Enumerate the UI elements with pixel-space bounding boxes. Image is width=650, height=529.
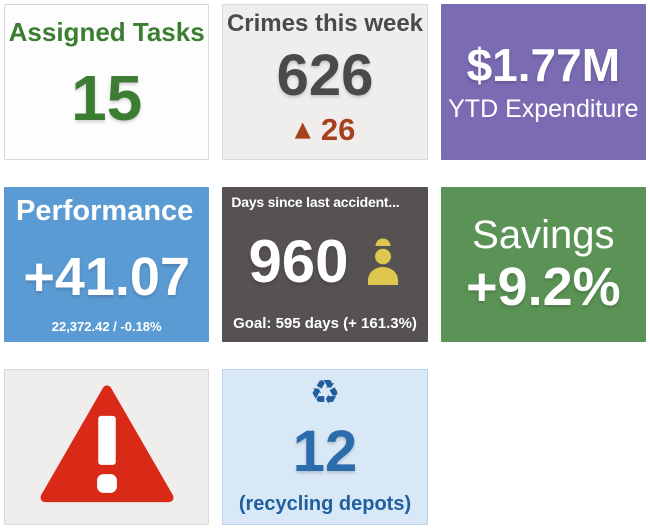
accident-goal: Goal: 595 days (+ 161.3%) xyxy=(233,315,417,333)
crimes-delta: ▲ 26 xyxy=(295,114,356,145)
accident-title: Days since last accident... xyxy=(231,193,400,210)
assigned-tasks-value-area: 15 xyxy=(71,48,142,159)
recycling-value-area: 12 xyxy=(293,410,358,493)
savings-title: Savings xyxy=(472,212,615,257)
card-days-since-last-accident: Days since last accident... 960 Goal: 59… xyxy=(222,186,428,343)
card-assigned-tasks: Assigned Tasks 15 xyxy=(4,4,210,160)
crimes-delta-value: 26 xyxy=(320,111,356,147)
card-savings: Savings +9.2% xyxy=(440,186,646,343)
crimes-title: Crimes this week xyxy=(226,10,424,37)
card-ytd-expenditure: $1.77M YTD Expenditure xyxy=(440,4,646,160)
accident-value: 960 xyxy=(248,228,349,296)
card-performance: Performance +41.07 22,372.42 / -0.18% xyxy=(4,186,210,343)
worker-person-icon xyxy=(364,235,402,290)
empty-cell xyxy=(441,369,646,525)
recycling-value: 12 xyxy=(292,418,358,484)
performance-title: Performance xyxy=(16,194,194,227)
performance-detail: 22,372.42 / -0.18% xyxy=(51,318,162,334)
card-crimes-this-week: Crimes this week 626 ▲ 26 xyxy=(222,4,428,160)
delta-up-triangle-icon: ▲ xyxy=(294,116,311,141)
expenditure-label: YTD Expenditure xyxy=(448,94,639,123)
warning-triangle-icon xyxy=(37,383,177,512)
recycling-label: (recycling depots) xyxy=(238,493,412,515)
crimes-value: 626 xyxy=(276,42,374,108)
assigned-tasks-title: Assigned Tasks xyxy=(8,17,205,47)
accident-value-row: 960 xyxy=(231,232,418,292)
card-recycling-depots: ♻ 12 (recycling depots) xyxy=(222,369,428,525)
performance-value: +41.07 xyxy=(23,246,190,307)
crimes-value-area: 626 xyxy=(277,38,374,114)
savings-value: +9.2% xyxy=(466,256,621,317)
assigned-tasks-value: 15 xyxy=(71,62,143,135)
recycle-icon: ♻ xyxy=(309,373,341,414)
card-alert xyxy=(4,369,210,525)
expenditure-value: $1.77M xyxy=(466,39,621,92)
